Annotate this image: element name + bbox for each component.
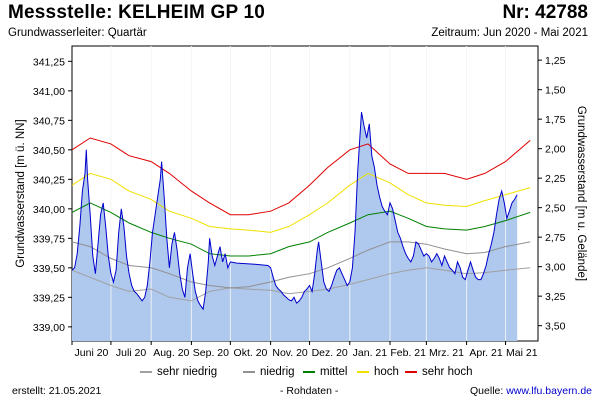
y-tick-label: 340,50: [33, 145, 65, 157]
y2-tick-label: 1,25: [545, 55, 566, 67]
measured-line: [71, 112, 518, 311]
y2-tick-label: 3,25: [545, 291, 566, 303]
y-tick-label: 340,75: [33, 115, 65, 127]
y-tick-label: 341,00: [33, 86, 65, 98]
aquifer-subtitle: Grundwasserleiter: Quartär: [8, 27, 147, 39]
measured-area: [72, 112, 518, 341]
x-tick-label: Okt. 20: [234, 347, 268, 359]
x-tick-label: Sep. 20: [193, 347, 229, 359]
series-line-sehr-niedrig: [71, 267, 531, 302]
y-tick-label: 340,00: [33, 204, 65, 216]
y-axis-title: Grundwasserstand [m ü. NN]: [15, 119, 27, 267]
y2-tick-label: 3,50: [545, 321, 566, 333]
y2-tick-label: 1,50: [545, 85, 566, 97]
legend-swatch-mittel: [303, 371, 315, 373]
legend-item-hoch: hoch: [357, 366, 399, 378]
y2-tick-label: 1,75: [545, 114, 566, 126]
y-tick-label: 339,50: [33, 263, 65, 275]
legend-item-mittel: mittel: [303, 366, 347, 378]
y-tick-label: 339,00: [33, 322, 65, 334]
legend-item-sehr-niedrig: sehr niedrig: [140, 366, 217, 378]
y-tick-label: 340,25: [33, 174, 65, 186]
series-line-niedrig: [71, 241, 531, 289]
legend-swatch-hoch: [357, 371, 369, 373]
chart-title: Messstelle: KELHEIM GP 10: [8, 2, 266, 23]
y-tick-label: 339,25: [33, 292, 65, 304]
x-tick-label: Mai 21: [506, 347, 538, 359]
x-tick-label: Juli 20: [116, 347, 147, 359]
x-tick-label: Aug. 20: [153, 347, 189, 359]
source-label: Quelle:: [470, 385, 507, 397]
x-tick-label: Dez. 20: [312, 347, 348, 359]
legend-label-mittel: mittel: [320, 366, 348, 378]
series-line-hoch: [71, 172, 531, 233]
legend: sehr niedrig niedrig mittel hoch sehr ho…: [0, 362, 600, 382]
series-line-sehr-hoch: [71, 137, 531, 216]
x-tick-label: Mrz. 21: [429, 347, 464, 359]
source: Quelle: www.lfu.bayern.de: [470, 385, 592, 397]
legend-item-sehr-hoch: sehr hoch: [405, 366, 473, 378]
source-link[interactable]: www.lfu.bayern.de: [506, 385, 592, 397]
y-tick-label: 339,75: [33, 233, 65, 245]
legend-item-niedrig: niedrig: [243, 366, 295, 378]
y2-tick-label: 2,50: [545, 203, 566, 215]
station-number: Nr: 42788: [502, 2, 588, 23]
x-tick-label: Nov. 20: [272, 347, 308, 359]
raw-data-note: - Rohdaten -: [280, 385, 339, 397]
x-tick-label: Apr. 21: [469, 347, 502, 359]
legend-label-niedrig: niedrig: [260, 366, 295, 378]
y2-tick-label: 2,00: [545, 144, 566, 156]
period-label: Zeitraum: Jun 2020 - Mai 2021: [431, 27, 588, 39]
created-date: erstellt: 21.05.2021: [12, 385, 102, 397]
series-line-mittel: [71, 202, 531, 257]
y-tick-label: 341,25: [33, 56, 65, 68]
y2-tick-label: 3,00: [545, 262, 566, 274]
legend-swatch-sehr-niedrig: [140, 371, 152, 373]
x-tick-label: Feb. 21: [390, 347, 426, 359]
legend-label-sehr-niedrig: sehr niedrig: [157, 366, 218, 378]
legend-swatch-niedrig: [243, 371, 255, 373]
legend-label-sehr-hoch: sehr hoch: [422, 366, 473, 378]
y2-axis-title: Grundwasserstand [m u. Gelände]: [575, 106, 587, 281]
y2-tick-label: 2,25: [545, 173, 566, 185]
x-tick-label: Juni 20: [75, 347, 109, 359]
x-tick-label: Jan. 21: [353, 347, 388, 359]
legend-swatch-sehr-hoch: [405, 371, 417, 373]
legend-label-hoch: hoch: [374, 366, 399, 378]
y2-tick-label: 2,75: [545, 232, 566, 244]
